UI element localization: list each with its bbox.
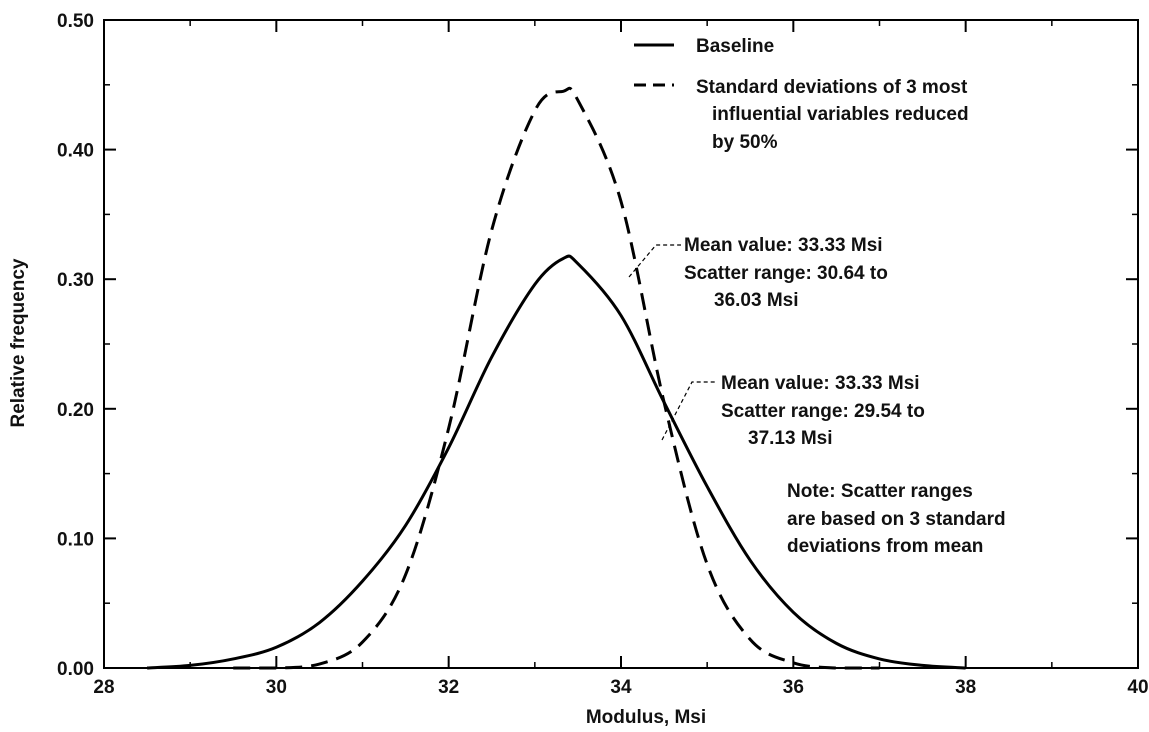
annotation-reduced-line1: Mean value: 33.33 Msi xyxy=(684,235,883,256)
y-tick-label: 0.30 xyxy=(57,270,94,291)
series-line-baseline xyxy=(146,254,966,670)
note-line2: are based on 3 standard xyxy=(787,509,1006,530)
y-axis-title: Relative frequency xyxy=(8,258,29,427)
legend-reduced-label-line3: by 50% xyxy=(712,132,778,153)
series-line-reduced xyxy=(233,86,880,670)
annotation-reduced-line2: Scatter range: 30.64 to xyxy=(684,263,888,284)
series-layer xyxy=(146,86,966,670)
legend-reduced-label-line1: Standard deviations of 3 most xyxy=(696,77,968,98)
plot-frame xyxy=(103,19,1139,669)
annotation-baseline: Mean value: 33.33 Msi Scatter range: 29.… xyxy=(661,373,925,449)
note-line3: deviations from mean xyxy=(787,536,983,557)
annotation-note: Note: Scatter ranges are based on 3 stan… xyxy=(787,481,1006,557)
annotation-baseline-line2: Scatter range: 29.54 to xyxy=(721,401,925,422)
y-tick-label: 0.40 xyxy=(57,141,94,162)
x-axis-title: Modulus, Msi xyxy=(586,707,706,728)
y-tick-label: 0.00 xyxy=(57,659,94,680)
x-tick-label: 40 xyxy=(1127,677,1148,698)
x-tick-label: 28 xyxy=(93,677,114,698)
legend-reduced-label-line2: influential variables reduced xyxy=(712,104,969,125)
x-tick-label: 38 xyxy=(955,677,976,698)
y-tick-label: 0.20 xyxy=(57,400,94,421)
annotation-reduced: Mean value: 33.33 Msi Scatter range: 30.… xyxy=(628,235,888,311)
legend-baseline-label: Baseline xyxy=(696,36,774,57)
annotation-baseline-leader xyxy=(661,381,717,441)
annotation-baseline-line3: 37.13 Msi xyxy=(748,428,833,449)
annotation-baseline-line1: Mean value: 33.33 Msi xyxy=(721,373,920,394)
x-tick-label: 34 xyxy=(610,677,632,698)
x-tick-label: 36 xyxy=(783,677,804,698)
y-tick-label: 0.10 xyxy=(57,529,94,550)
legend: Baseline Standard deviations of 3 most i… xyxy=(634,36,969,153)
annotation-reduced-leader xyxy=(628,244,681,278)
annotation-reduced-line3: 36.03 Msi xyxy=(714,290,799,311)
axes: 28 30 32 34 36 38 40 0.00 0.10 0.20 0.30 0.40 0.50 xyxy=(57,11,1149,698)
x-tick-label: 32 xyxy=(438,677,459,698)
y-tick-label: 0.50 xyxy=(57,11,94,32)
x-tick-label: 30 xyxy=(266,677,287,698)
note-line1: Note: Scatter ranges xyxy=(787,481,973,502)
